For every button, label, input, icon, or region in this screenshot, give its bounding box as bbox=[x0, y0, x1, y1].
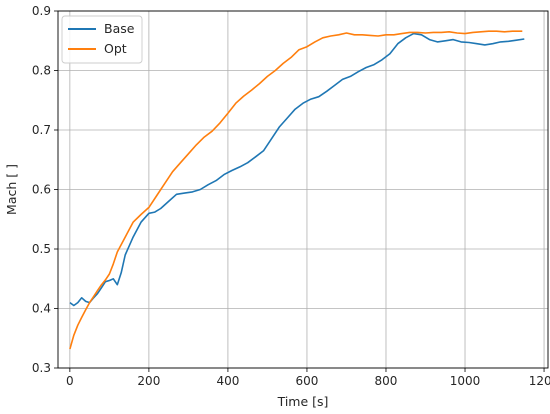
series-lines bbox=[69, 30, 525, 350]
legend-label-base: Base bbox=[104, 21, 135, 36]
y-tick-label: 0.4 bbox=[32, 302, 51, 316]
x-tick-label: 800 bbox=[375, 374, 398, 388]
y-tick-label: 0.9 bbox=[32, 4, 51, 18]
y-tick-label: 0.6 bbox=[32, 183, 51, 197]
x-tick-label: 400 bbox=[216, 374, 239, 388]
y-tick-label: 0.7 bbox=[32, 123, 51, 137]
y-tick-label: 0.8 bbox=[32, 64, 51, 78]
x-axis-label: Time [s] bbox=[277, 394, 329, 409]
y-axis-label: Mach [ ] bbox=[4, 164, 19, 215]
x-tick-label: 600 bbox=[295, 374, 318, 388]
legend: Base Opt bbox=[61, 15, 143, 64]
series-line-opt bbox=[69, 30, 523, 350]
y-tick-label: 0.5 bbox=[32, 242, 51, 256]
x-tick-label: 0 bbox=[66, 374, 74, 388]
x-tick-label: 1000 bbox=[450, 374, 481, 388]
y-tick-label: 0.3 bbox=[32, 361, 51, 375]
legend-box bbox=[61, 15, 143, 64]
legend-label-opt: Opt bbox=[104, 41, 127, 56]
series-line-base bbox=[69, 32, 525, 307]
x-tick-label: 200 bbox=[137, 374, 160, 388]
